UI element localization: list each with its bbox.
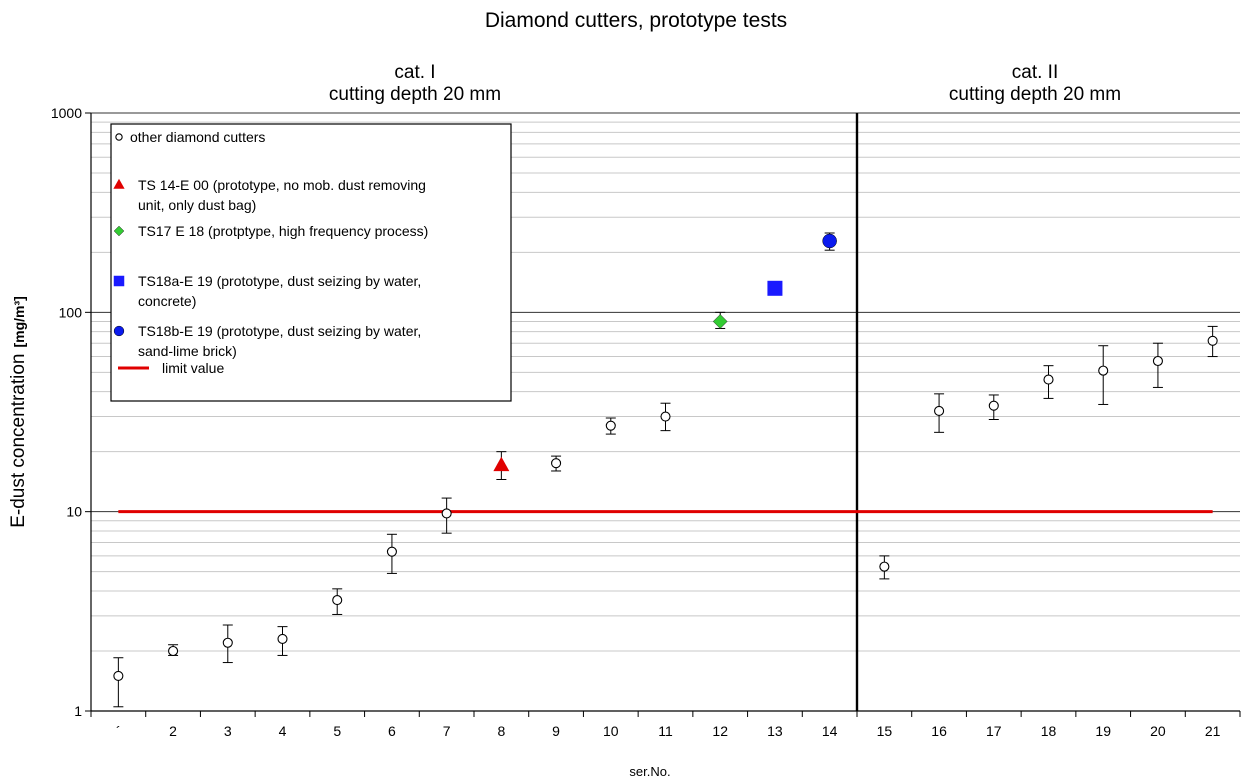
x-tick-label: ´ — [116, 723, 121, 739]
y-tick-label: 1 — [74, 703, 82, 719]
region-cat-i-label: cat. I — [394, 62, 435, 83]
x-axis-label: ser.No. — [629, 764, 670, 779]
legend-marker — [113, 325, 125, 337]
legend-marker — [115, 133, 123, 141]
x-tick-label: 18 — [1041, 723, 1057, 739]
x-tick-label: 20 — [1150, 723, 1166, 739]
axes — [85, 112, 1241, 717]
x-tick-label: 5 — [333, 723, 341, 739]
x-tick-label: 6 — [388, 723, 396, 739]
tick-labels: 1 10 100 1000 ´ 2 3 4 5 6 7 8 9 10 11 12 13 14 15 16 17 18 19 2… — [51, 105, 1221, 739]
data-point — [1098, 365, 1109, 376]
data-point — [822, 233, 837, 249]
x-tick-label: 10 — [603, 723, 619, 739]
data-point — [332, 595, 343, 606]
legend-entry-text: other diamond cutters — [130, 129, 265, 145]
data-point — [934, 405, 945, 417]
legend-entry-text: concrete) — [138, 293, 196, 309]
data-points — [113, 232, 1218, 708]
x-tick-label: 12 — [712, 723, 728, 739]
data-point — [1207, 335, 1218, 346]
y-tick-label: 100 — [59, 304, 83, 320]
data-point — [113, 670, 124, 681]
legend-entry-text: TS17 E 18 (protptype, high frequency pro… — [138, 223, 428, 239]
y-axis-label: E-dust concentration [mg/m³] — [8, 296, 29, 528]
x-tick-label: 15 — [877, 723, 893, 739]
x-tick-label: 16 — [931, 723, 947, 739]
legend-box — [110, 123, 512, 402]
legend-entry-text: unit, only dust bag) — [138, 197, 256, 213]
data-point — [988, 400, 999, 411]
data-point — [277, 633, 288, 644]
x-tick-label: 4 — [279, 723, 287, 739]
x-tick-label: 7 — [443, 723, 451, 739]
x-tick-label: 19 — [1095, 723, 1111, 739]
legend-entry-text: TS18a-E 19 (prototype, dust seizing by w… — [138, 273, 421, 289]
chart-title: Diamond cutters, prototype tests — [485, 9, 787, 32]
x-tick-label: 17 — [986, 723, 1002, 739]
data-point — [767, 280, 783, 296]
region-cat-i-depth: cutting depth 20 mm — [329, 84, 501, 105]
legend-marker — [113, 178, 125, 189]
y-tick-label: 10 — [66, 504, 82, 520]
data-point — [879, 561, 890, 572]
region-cat-ii-label: cat. II — [1012, 62, 1058, 83]
x-tick-label: 3 — [224, 723, 232, 739]
y-tick-label: 1000 — [51, 105, 82, 121]
data-point — [441, 508, 452, 519]
y-axis-label-text: E-dust concentration — [8, 354, 29, 528]
y-axis-unit: [mg/m³] — [11, 296, 27, 347]
data-point — [551, 458, 562, 469]
legend-marker — [113, 275, 125, 287]
data-point — [386, 546, 397, 557]
data-point — [222, 637, 233, 648]
x-tick-label: 21 — [1205, 723, 1221, 739]
legend-entry-text: TS 14-E 00 (prototype, no mob. dust remo… — [138, 177, 426, 193]
x-tick-label: 13 — [767, 723, 783, 739]
legend-entry-text: sand-lime brick) — [138, 343, 237, 359]
x-tick-label: 14 — [822, 723, 838, 739]
x-tick-label: 11 — [658, 723, 673, 739]
svg-text:E-dust concentration[mg/m³]: E-dust concentration [mg/m³] — [8, 296, 29, 528]
data-point — [1043, 374, 1054, 385]
legend-marker — [113, 225, 125, 237]
legend-entry-text: limit value — [162, 360, 224, 376]
x-tick-label: 2 — [169, 723, 177, 739]
region-cat-ii-depth: cutting depth 20 mm — [949, 84, 1121, 105]
legend: other diamond cutters TS 14-E 00 (prototy… — [110, 123, 512, 402]
data-point — [168, 645, 179, 657]
data-point — [660, 411, 671, 422]
legend-entry-text: TS18b-E 19 (prototype, dust seizing by w… — [138, 323, 421, 339]
data-point — [1152, 355, 1163, 367]
x-tick-label: 9 — [552, 723, 560, 739]
data-point — [493, 456, 510, 472]
data-point — [605, 420, 616, 431]
x-tick-label: 8 — [497, 723, 505, 739]
data-point — [712, 314, 728, 329]
